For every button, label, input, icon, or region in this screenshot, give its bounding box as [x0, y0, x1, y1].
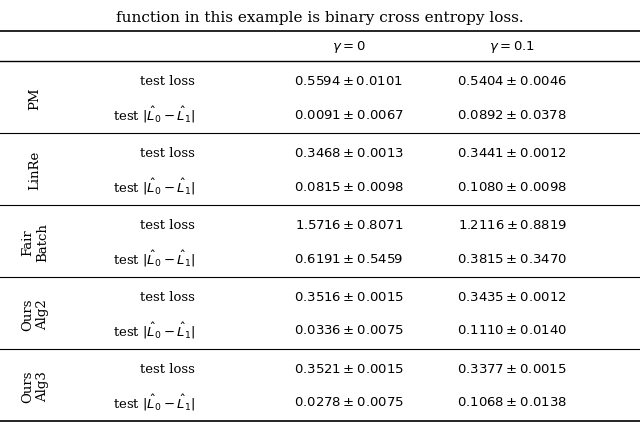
Text: $1.2116 \pm 0.8819$: $1.2116 \pm 0.8819$ — [458, 219, 566, 232]
Text: test $|\hat{L}_0 - \hat{L}_1|$: test $|\hat{L}_0 - \hat{L}_1|$ — [113, 177, 195, 197]
Text: $0.3815 \pm 0.3470$: $0.3815 \pm 0.3470$ — [457, 252, 567, 265]
Text: $0.0278 \pm 0.0075$: $0.0278 \pm 0.0075$ — [294, 396, 404, 408]
Text: $0.3377 \pm 0.0015$: $0.3377 \pm 0.0015$ — [457, 362, 567, 375]
Text: $1.5716 \pm 0.8071$: $1.5716 \pm 0.8071$ — [294, 219, 403, 232]
Text: Fair
Batch: Fair Batch — [21, 222, 49, 261]
Text: test $|\hat{L}_0 - \hat{L}_1|$: test $|\hat{L}_0 - \hat{L}_1|$ — [113, 105, 195, 125]
Text: $\gamma = 0.1$: $\gamma = 0.1$ — [489, 39, 535, 55]
Text: $0.3516 \pm 0.0015$: $0.3516 \pm 0.0015$ — [294, 291, 404, 304]
Text: $0.5594 \pm 0.0101$: $0.5594 \pm 0.0101$ — [294, 75, 403, 88]
Text: $0.0336 \pm 0.0075$: $0.0336 \pm 0.0075$ — [294, 324, 404, 337]
Text: test $|\hat{L}_0 - \hat{L}_1|$: test $|\hat{L}_0 - \hat{L}_1|$ — [113, 392, 195, 412]
Text: Ours
Alg3: Ours Alg3 — [21, 369, 49, 402]
Text: test $|\hat{L}_0 - \hat{L}_1|$: test $|\hat{L}_0 - \hat{L}_1|$ — [113, 320, 195, 340]
Text: $0.0091 \pm 0.0067$: $0.0091 \pm 0.0067$ — [294, 108, 404, 121]
Text: Ours
Alg2: Ours Alg2 — [21, 298, 49, 330]
Text: $0.3521 \pm 0.0015$: $0.3521 \pm 0.0015$ — [294, 362, 404, 375]
Text: $0.0815 \pm 0.0098$: $0.0815 \pm 0.0098$ — [294, 180, 404, 193]
Text: test loss: test loss — [140, 75, 195, 88]
Text: $0.3441 \pm 0.0012$: $0.3441 \pm 0.0012$ — [457, 147, 567, 160]
Text: test loss: test loss — [140, 362, 195, 375]
Text: $0.5404 \pm 0.0046$: $0.5404 \pm 0.0046$ — [457, 75, 567, 88]
Text: PM: PM — [29, 87, 42, 110]
Text: test loss: test loss — [140, 147, 195, 160]
Text: test loss: test loss — [140, 291, 195, 304]
Text: $0.0892 \pm 0.0378$: $0.0892 \pm 0.0378$ — [457, 108, 567, 121]
Text: $0.1068 \pm 0.0138$: $0.1068 \pm 0.0138$ — [457, 396, 567, 408]
Text: $\gamma = 0$: $\gamma = 0$ — [332, 39, 365, 55]
Text: $0.1080 \pm 0.0098$: $0.1080 \pm 0.0098$ — [457, 180, 567, 193]
Text: test loss: test loss — [140, 219, 195, 232]
Text: $0.1110 \pm 0.0140$: $0.1110 \pm 0.0140$ — [457, 324, 567, 337]
Text: $0.3435 \pm 0.0012$: $0.3435 \pm 0.0012$ — [457, 291, 567, 304]
Text: test $|\hat{L}_0 - \hat{L}_1|$: test $|\hat{L}_0 - \hat{L}_1|$ — [113, 249, 195, 268]
Text: $0.6191 \pm 0.5459$: $0.6191 \pm 0.5459$ — [294, 252, 403, 265]
Text: $0.3468 \pm 0.0013$: $0.3468 \pm 0.0013$ — [294, 147, 404, 160]
Text: function in this example is binary cross entropy loss.: function in this example is binary cross… — [116, 11, 524, 25]
Text: LinRe: LinRe — [29, 150, 42, 190]
